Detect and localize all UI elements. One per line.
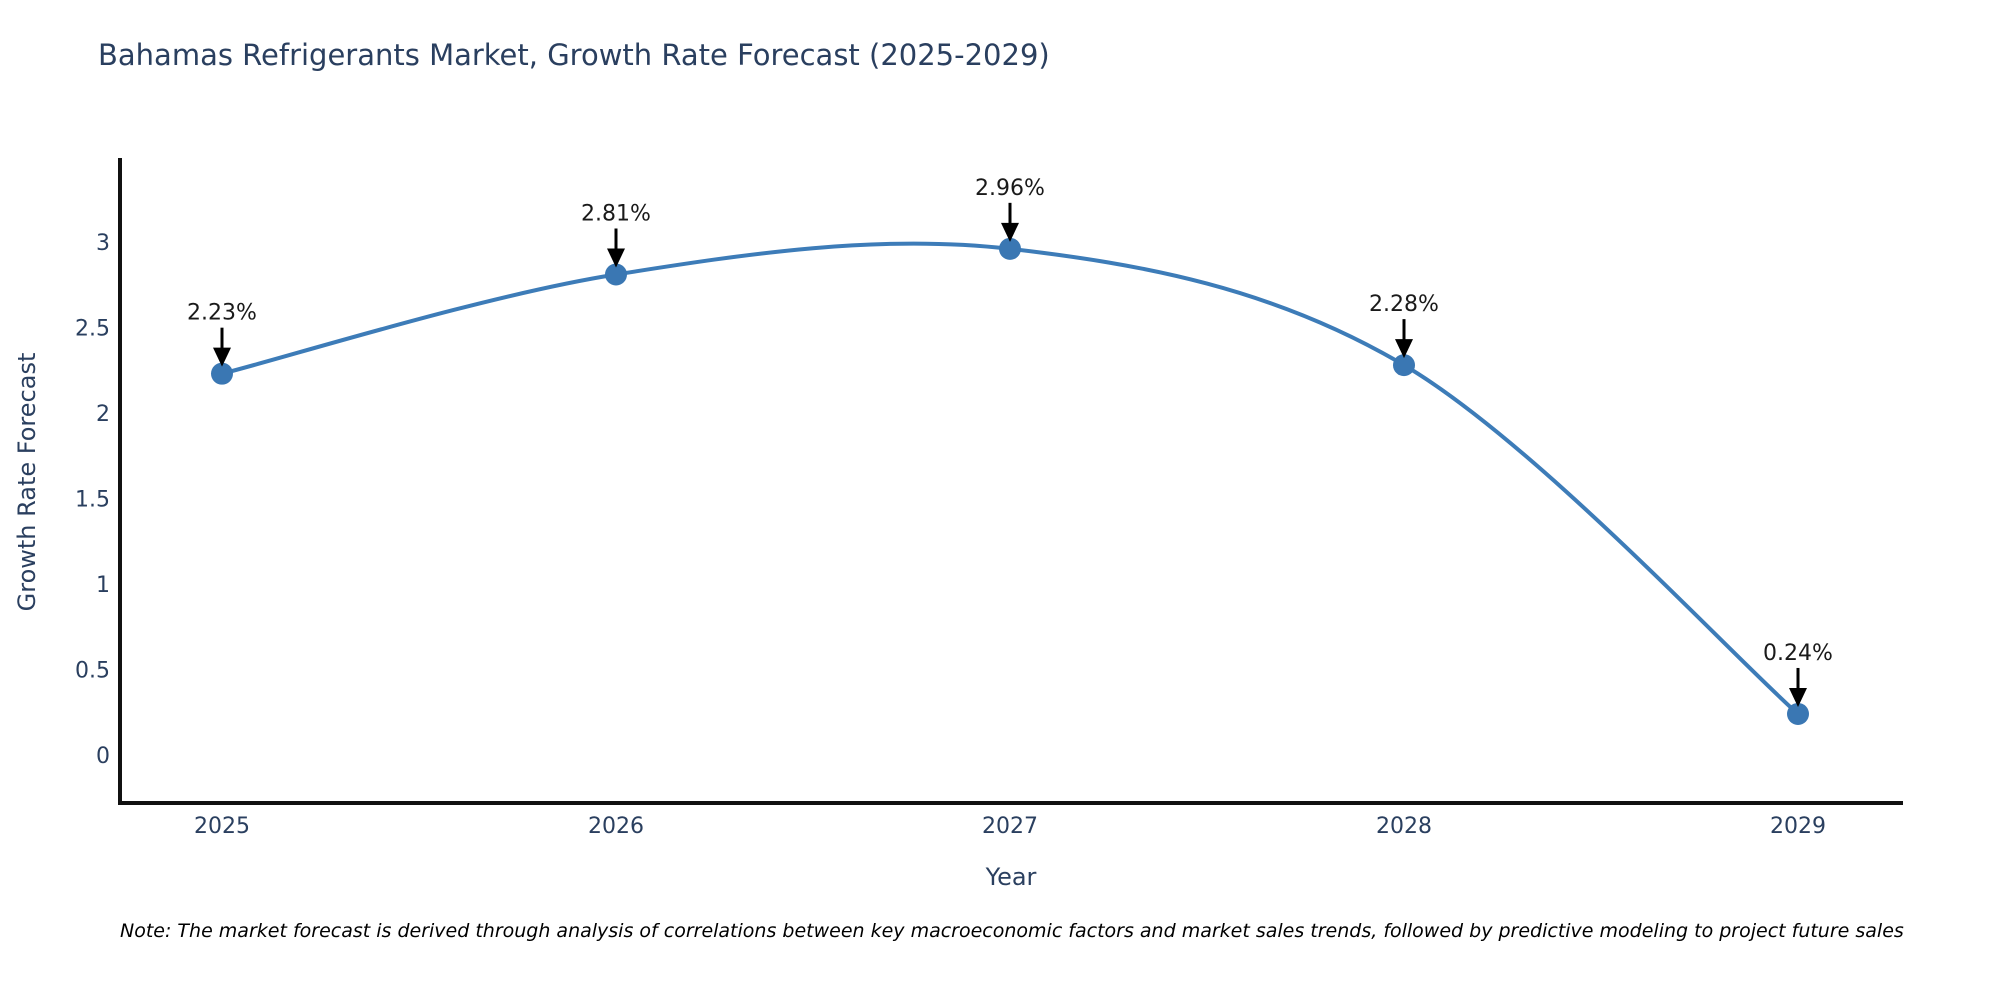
- y-tick-label: 1.5: [75, 488, 110, 513]
- data-point-marker: [1393, 354, 1415, 377]
- data-point-marker: [1787, 702, 1809, 725]
- footnote: Note: The market forecast is derived thr…: [120, 920, 1904, 942]
- data-point-marker: [605, 263, 627, 286]
- chart-title: Bahamas Refrigerants Market, Growth Rate…: [98, 38, 1050, 72]
- y-tick-label: 3: [96, 231, 110, 256]
- annotation-label: 2.28%: [1369, 292, 1439, 317]
- y-tick-label: 2.5: [75, 317, 110, 342]
- annotation-arrowhead-icon: [1789, 687, 1807, 707]
- annotation-label: 2.23%: [187, 301, 257, 326]
- x-tick-label: 2025: [194, 814, 250, 839]
- x-tick-label: 2028: [1376, 814, 1432, 839]
- annotation-arrowhead-icon: [1001, 222, 1019, 242]
- annotation-label: 2.81%: [581, 201, 651, 226]
- y-tick-label: 0: [96, 744, 110, 769]
- y-tick-label: 0.5: [75, 659, 110, 684]
- x-tick-label: 2027: [982, 814, 1038, 839]
- y-tick-label: 1: [96, 573, 110, 598]
- x-tick-label: 2026: [588, 814, 644, 839]
- annotation-arrowhead-icon: [1395, 339, 1413, 359]
- annotation-arrowhead-icon: [607, 248, 625, 268]
- x-tick-label: 2029: [1770, 814, 1826, 839]
- y-tick-label: 2: [96, 402, 110, 427]
- annotation-label: 2.96%: [975, 176, 1045, 201]
- data-point-marker: [999, 237, 1021, 260]
- annotation-label: 0.24%: [1763, 641, 1833, 666]
- x-axis-title: Year: [985, 863, 1037, 891]
- data-point-marker: [211, 362, 233, 385]
- data-line: [220, 241, 1800, 716]
- y-axis-title: Growth Rate Forecast: [13, 352, 41, 612]
- annotation-arrowhead-icon: [213, 347, 231, 367]
